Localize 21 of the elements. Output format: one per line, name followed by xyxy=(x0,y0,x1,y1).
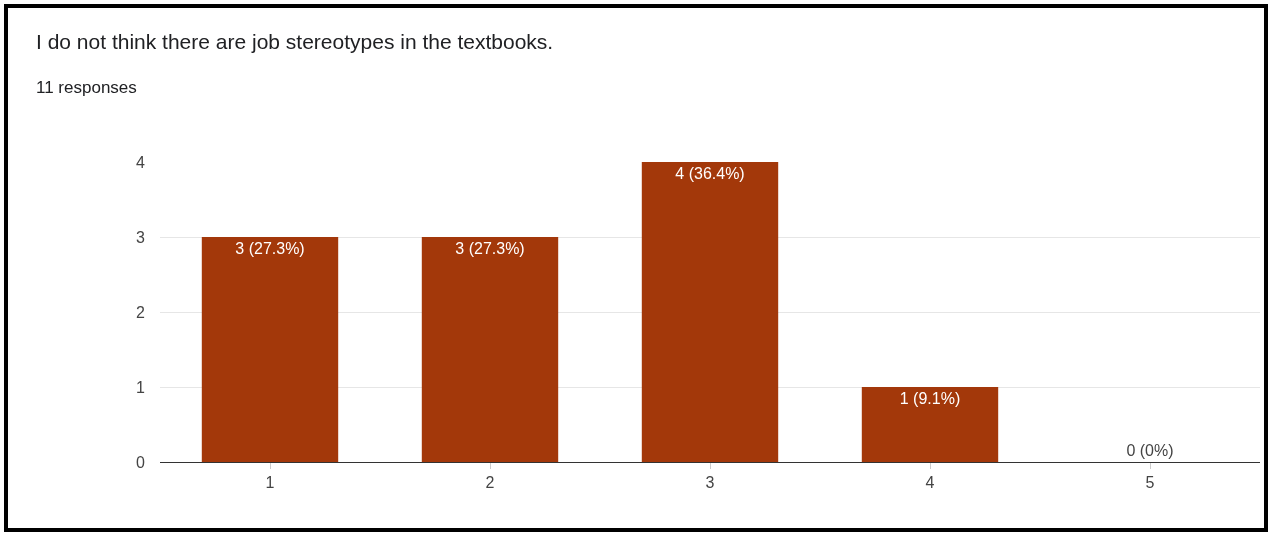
x-tick-label: 1 xyxy=(265,474,275,492)
chart-title: I do not think there are job stereotypes in the textbooks. xyxy=(36,30,554,54)
x-tick-label: 3 xyxy=(705,474,715,492)
bar xyxy=(861,387,999,462)
data-label: 3 (27.3%) xyxy=(235,240,305,257)
y-tick-label: 3 xyxy=(136,228,146,246)
chart-subtitle: 11 responses xyxy=(36,78,137,98)
data-label: 0 (0%) xyxy=(1126,442,1174,459)
y-tick-label: 4 xyxy=(136,153,146,171)
y-tick-label: 1 xyxy=(136,378,146,396)
x-tick-label: 2 xyxy=(485,474,495,492)
x-tick-label: 5 xyxy=(1145,474,1155,492)
data-label: 3 (27.3%) xyxy=(455,240,525,257)
bar xyxy=(201,237,339,462)
data-label: 1 (9.1%) xyxy=(899,390,961,407)
x-tick-label: 4 xyxy=(925,474,935,492)
bar xyxy=(641,162,779,462)
bar xyxy=(421,237,559,462)
y-tick-label: 0 xyxy=(136,453,146,471)
y-tick-label: 2 xyxy=(136,303,146,321)
data-label: 4 (36.4%) xyxy=(675,165,745,182)
